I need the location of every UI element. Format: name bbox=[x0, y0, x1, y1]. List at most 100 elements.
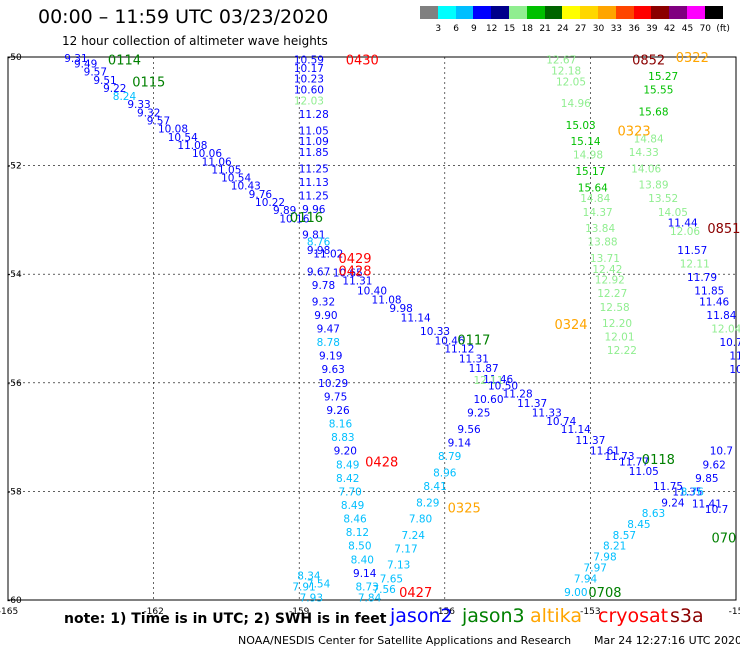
swh-value-jason2: 11.41 bbox=[692, 498, 722, 510]
swh-value-altika: 12.18 bbox=[551, 66, 581, 78]
swh-value-s3a: 14.84 bbox=[634, 133, 664, 145]
swh-value-altika: 7.80 bbox=[409, 514, 432, 526]
swh-value-jason2: 11.05 bbox=[211, 164, 241, 176]
scale-swatch bbox=[615, 6, 634, 19]
points-layer: 9.319.499.579.519.228.249.339.329.5710.0… bbox=[64, 53, 740, 604]
swh-value-altika: 10.60 bbox=[473, 394, 503, 406]
scale-swatch bbox=[420, 6, 438, 19]
swh-value-jason3: 9.20 bbox=[334, 446, 357, 458]
swh-value-jason3: 11.09 bbox=[299, 136, 329, 148]
swh-value-jason2: 11.08 bbox=[177, 140, 207, 152]
swh-value-s3a: 10.7 bbox=[719, 337, 740, 349]
scale-swatch bbox=[562, 6, 581, 19]
swh-value-jason3: 8.42 bbox=[336, 473, 359, 485]
plot-frame bbox=[7, 56, 737, 601]
swh-value-jason3: 11.85 bbox=[299, 147, 329, 159]
swh-value-jason2: 11.37 bbox=[575, 435, 605, 447]
scale-swatch bbox=[544, 6, 563, 19]
swh-value-cryosat: 8.45 bbox=[627, 519, 650, 531]
swh-value-altika: 15.14 bbox=[571, 136, 601, 148]
swh-value-jason3: 11.13 bbox=[299, 177, 329, 189]
time-label: 0116 bbox=[290, 211, 323, 226]
swh-value-jason2: 11.35 bbox=[672, 486, 702, 498]
scale-label: 21 bbox=[539, 24, 551, 34]
x-tick-label: -162 bbox=[143, 607, 163, 617]
x-tick-label: -15 bbox=[729, 607, 740, 617]
scale-label: 9 bbox=[471, 24, 477, 34]
scale-swatch bbox=[687, 6, 705, 19]
axis-layer: -165 -162 -159 -156 -153 -15 -50 -52 -54 -56 -58 -6… bbox=[0, 53, 740, 617]
swh-value-s3a: 12.04 bbox=[711, 324, 740, 336]
swh-value-altika: 7.56 bbox=[372, 584, 396, 596]
swh-value-s3a: 14.33 bbox=[629, 147, 659, 159]
y-tick-label: -52 bbox=[7, 162, 22, 172]
swh-value-jason3: 8.83 bbox=[331, 432, 354, 444]
swh-value-s3a: 11.57 bbox=[677, 245, 707, 257]
swh-value-jason2: 10.22 bbox=[255, 197, 285, 209]
swh-value-altika: 8.29 bbox=[416, 497, 439, 509]
time-label: 0115 bbox=[132, 75, 165, 90]
swh-value-cryosat: 7.93 bbox=[300, 592, 323, 604]
x-tick-label: -159 bbox=[289, 607, 310, 617]
scale-label: 36 bbox=[628, 24, 640, 34]
swh-value-s3a: 15.55 bbox=[643, 85, 673, 97]
swh-value-cryosat: 7.91 bbox=[292, 581, 315, 593]
swh-value-altika: 13.88 bbox=[588, 237, 618, 249]
swh-value-cryosat: 10.7 bbox=[710, 446, 733, 458]
scale-label: 12 bbox=[485, 24, 498, 34]
time-label: 070 bbox=[711, 532, 736, 547]
swh-value-jason3: 10.17 bbox=[294, 63, 324, 75]
swh-value-jason2: 11.73 bbox=[604, 451, 634, 463]
swh-value-cryosat: 9.85 bbox=[695, 473, 718, 485]
swh-value-jason2: 9.76 bbox=[249, 189, 273, 201]
y-tick-label: -60 bbox=[7, 596, 22, 606]
y-tick-label: -58 bbox=[7, 487, 22, 497]
swh-value-jason3: 9.90 bbox=[314, 310, 337, 322]
scale-label: 15 bbox=[503, 24, 516, 34]
chart-title: 00:00 – 11:59 UTC 03/23/2020 bbox=[38, 6, 329, 28]
swh-value-cryosat: 7.94 bbox=[574, 573, 598, 585]
swh-value-altika: 12.58 bbox=[600, 302, 630, 314]
scale-swatch bbox=[437, 6, 456, 19]
swh-value-jason2: 9.81 bbox=[302, 230, 325, 242]
swh-value-s3a: 14.05 bbox=[658, 207, 688, 219]
swh-value-jason2: 9.98 bbox=[389, 303, 412, 315]
scale-swatch bbox=[455, 6, 474, 19]
swh-value-s3a: 12.06 bbox=[670, 226, 700, 238]
swh-value-altika: 8.96 bbox=[433, 467, 457, 479]
swh-value-s3a: 11.44 bbox=[668, 218, 698, 230]
swh-value-jason3: 11.05 bbox=[299, 125, 329, 137]
swh-value-altika: 14.84 bbox=[580, 193, 610, 205]
scale-label: 27 bbox=[574, 24, 587, 34]
swh-value-s3a: 11.46 bbox=[699, 296, 729, 308]
swh-value-jason2: 9.57 bbox=[147, 116, 170, 128]
legend-cryosat: cryosat bbox=[598, 605, 669, 627]
x-tick-label: -156 bbox=[435, 607, 456, 617]
swh-value-cryosat: 7.97 bbox=[584, 562, 607, 574]
swh-value-altika: 15.03 bbox=[566, 120, 596, 132]
scale-label: 45 bbox=[681, 24, 694, 34]
swh-value-cryosat: 8.34 bbox=[297, 571, 321, 583]
swh-value-jason2: 10.43 bbox=[231, 181, 261, 193]
swh-value-s3a: 12.11 bbox=[680, 258, 710, 270]
swh-value-altika: 7.24 bbox=[402, 530, 426, 542]
swh-value-altika: 7.65 bbox=[380, 573, 403, 585]
swh-value-altika: 12.20 bbox=[602, 318, 632, 330]
legend-jason2: jason2 bbox=[390, 605, 453, 627]
swh-value-jason2: 11.31 bbox=[459, 353, 489, 365]
scale-label: 33 bbox=[610, 24, 623, 34]
swh-value-s3a: 13.52 bbox=[648, 193, 678, 205]
swh-value-jason2: 11.33 bbox=[532, 408, 562, 420]
time-label: 0324 bbox=[554, 318, 587, 333]
swh-value-jason3: 9.75 bbox=[324, 391, 347, 403]
legend-s3a: s3a bbox=[670, 605, 704, 627]
swh-value-jason3: 10.23 bbox=[294, 74, 324, 86]
swh-value-s3a: 15.27 bbox=[648, 71, 678, 83]
swh-value-jason2: 10.40 bbox=[357, 285, 387, 297]
time-labels-layer: 0114011504300116042904280117042804270325… bbox=[108, 51, 740, 601]
y-tick-label: -50 bbox=[7, 53, 22, 63]
scale-swatch bbox=[633, 6, 652, 19]
swh-value-jason2: 10.16 bbox=[279, 213, 309, 225]
swh-value-jason3: 11.25 bbox=[299, 163, 329, 175]
swh-value-altika: 15.17 bbox=[575, 166, 605, 178]
